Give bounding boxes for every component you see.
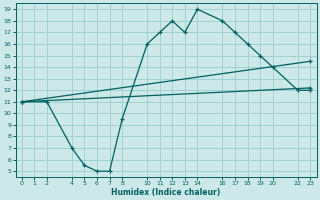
X-axis label: Humidex (Indice chaleur): Humidex (Indice chaleur) — [111, 188, 221, 197]
